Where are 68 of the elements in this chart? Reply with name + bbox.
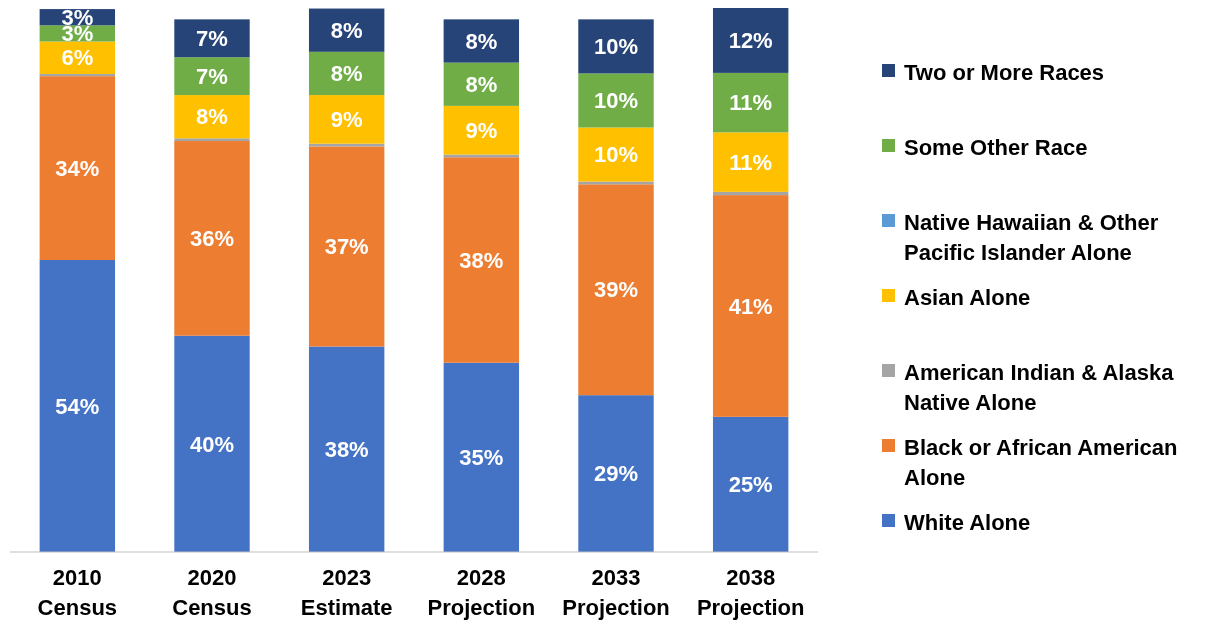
x-tick-label: 2020 Census: [172, 565, 252, 620]
x-tick-label: 2033 Projection: [562, 565, 670, 620]
bar: [712, 191, 789, 196]
data-label: 35%: [459, 445, 504, 471]
x-tick-label: 2010 Census: [37, 565, 118, 620]
data-label: 12%: [728, 28, 773, 54]
data-label: 38%: [459, 247, 504, 273]
bar: [308, 346, 385, 552]
data-label: 8%: [465, 28, 498, 54]
bar: [174, 95, 250, 139]
data-label: 8%: [330, 61, 363, 87]
data-label: 39%: [593, 277, 639, 303]
data-label: 10%: [593, 142, 639, 168]
bar: [578, 73, 654, 128]
x-tick-label: 2023 Estimate: [300, 565, 393, 620]
bar: [712, 195, 789, 417]
data-label: 25%: [728, 472, 773, 498]
data-label: 29%: [593, 461, 639, 487]
data-label: 11%: [729, 149, 773, 175]
legend-label: White Alone: [904, 509, 1031, 535]
data-label: 40%: [189, 431, 235, 457]
bar: [308, 95, 385, 144]
legend-label: Two or More Races: [904, 59, 1105, 85]
x-tick-label: 2038 Projection: [696, 565, 805, 620]
data-label: 38%: [324, 436, 369, 462]
bar: [578, 395, 654, 552]
x-tick-label: 2028 Projection: [427, 565, 536, 620]
data-label: 8%: [196, 104, 228, 130]
data-label: 8%: [330, 17, 363, 43]
data-label: 34%: [55, 155, 100, 181]
legend-label: Native Hawaiian & Other Pacific Islander Alone: [904, 209, 1159, 265]
bar: [578, 184, 654, 396]
data-label: 54%: [55, 393, 100, 419]
data-label: 9%: [330, 107, 363, 133]
bar: [174, 138, 250, 142]
data-label: 9%: [465, 117, 498, 143]
data-label: 8%: [465, 71, 498, 97]
bar: [174, 335, 250, 552]
bar: [443, 362, 520, 552]
bar: [578, 19, 654, 74]
data-label: 7%: [196, 63, 228, 89]
bar: [39, 76, 116, 260]
data-label: 41%: [728, 293, 773, 319]
bar: [443, 157, 520, 363]
legend-label: Asian Alone: [904, 284, 1031, 310]
data-label: 10%: [593, 34, 639, 60]
data-label: 6%: [61, 45, 94, 71]
bar: [39, 73, 116, 77]
bar: [578, 127, 654, 182]
data-label: 7%: [196, 25, 228, 51]
legend-label: American Indian & Alaska Native Alone: [904, 359, 1175, 415]
bar: [712, 8, 789, 73]
bar: [174, 19, 250, 58]
legend-label: Black or African American Alone: [904, 434, 1178, 490]
bar: [712, 72, 789, 133]
bar: [443, 19, 520, 63]
bar: [712, 416, 789, 552]
legend-label: Some Other Race: [904, 134, 1088, 160]
bar: [39, 259, 116, 552]
bar: [308, 146, 385, 347]
bar: [174, 141, 250, 336]
data-label: 37%: [324, 234, 369, 260]
bar: [712, 132, 789, 192]
data-label: 11%: [729, 90, 773, 116]
bar: [443, 105, 520, 155]
data-label: 36%: [189, 226, 235, 252]
bar: [174, 57, 250, 96]
data-label: 10%: [593, 88, 639, 114]
